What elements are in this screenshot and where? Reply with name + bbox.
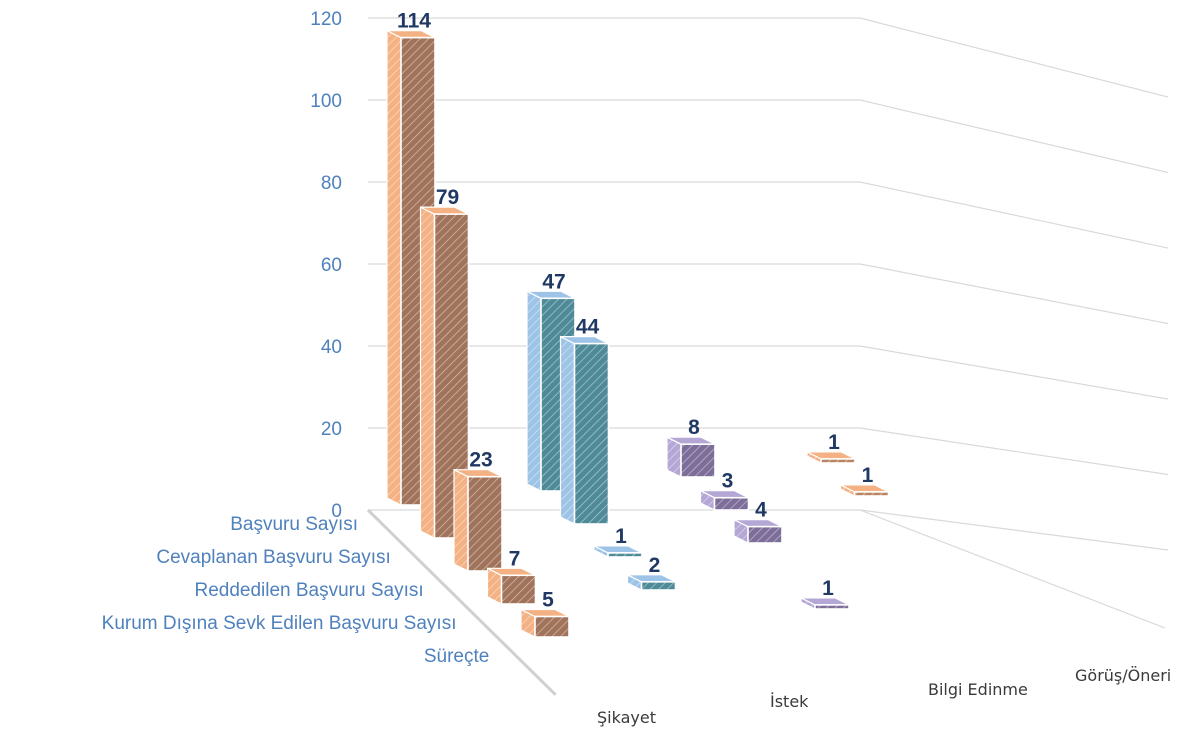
bar xyxy=(559,335,610,525)
bar xyxy=(520,608,570,638)
bar-side-hatch xyxy=(521,609,535,637)
bar-front-hatch xyxy=(641,581,676,590)
depth-axis-line xyxy=(366,508,557,696)
bar xyxy=(626,573,677,591)
bar xyxy=(453,468,503,572)
bar-side-hatch xyxy=(667,437,681,477)
series-axis-label: Süreçte xyxy=(424,646,489,667)
y-tick-label: 80 xyxy=(321,173,342,194)
category-axis-label: Bilgi Edinme xyxy=(928,680,1028,699)
bar-side-hatch xyxy=(840,484,855,496)
bar-front-hatch xyxy=(815,604,849,609)
y-tick-label: 0 xyxy=(331,501,342,522)
y-tick-label: 20 xyxy=(321,419,342,440)
data-label: 1 xyxy=(822,577,834,600)
gridline-side xyxy=(859,509,1169,551)
data-label: 5 xyxy=(542,589,554,612)
data-label: 2 xyxy=(649,554,661,577)
series-axis-label: Başvuru Sayısı xyxy=(230,514,358,535)
data-label: 3 xyxy=(722,470,734,493)
category-axis-label: Görüş/Öneri xyxy=(1075,666,1171,685)
data-label: 1 xyxy=(862,464,874,487)
gridline-side xyxy=(859,509,1166,629)
bar-side-hatch xyxy=(700,490,715,510)
gridline-side xyxy=(859,181,1169,249)
bar-front-hatch xyxy=(854,491,889,496)
data-label: 8 xyxy=(688,416,700,439)
gridline-side xyxy=(859,263,1169,325)
series-axis-label: Reddedilen Başvuru Sayısı xyxy=(194,580,423,601)
data-label: 79 xyxy=(436,186,459,209)
bar xyxy=(800,596,850,610)
bar-side-hatch xyxy=(487,568,502,604)
bar-side-hatch xyxy=(527,291,541,491)
data-label: 47 xyxy=(542,270,565,293)
bar-front-hatch xyxy=(681,444,715,477)
series-axis-label: Cevaplanan Başvuru Sayısı xyxy=(156,547,390,568)
data-label: 4 xyxy=(755,499,767,522)
bar-side-hatch xyxy=(801,597,815,609)
data-label: 44 xyxy=(576,316,600,339)
gridline-side xyxy=(859,427,1169,476)
bar xyxy=(666,436,716,478)
bar xyxy=(593,544,643,558)
gridline-side xyxy=(859,345,1169,400)
bar-front-hatch xyxy=(748,526,782,543)
bar-front-hatch xyxy=(468,476,502,571)
bar-side-hatch xyxy=(627,574,642,590)
data-label: 114 xyxy=(397,10,431,33)
data-label: 23 xyxy=(469,449,492,472)
y-tick-label: 60 xyxy=(321,255,342,276)
data-label: 1 xyxy=(615,525,627,548)
bar-front-hatch xyxy=(535,616,569,637)
bar-front-hatch xyxy=(821,458,855,463)
bar-front-hatch xyxy=(501,575,536,604)
bar xyxy=(486,567,537,605)
bar-side-hatch xyxy=(454,469,468,571)
data-label: 7 xyxy=(509,547,521,570)
bar-side-hatch xyxy=(560,336,575,524)
bar xyxy=(733,518,783,544)
data-label: 1 xyxy=(828,431,840,454)
bar xyxy=(699,489,750,511)
y-tick-label: 40 xyxy=(321,337,342,358)
bar-front-hatch xyxy=(714,497,749,510)
category-axis-label: Şikayet xyxy=(597,708,656,727)
gridline-side xyxy=(859,99,1169,174)
bar-side-hatch xyxy=(387,30,401,505)
y-tick-label: 120 xyxy=(310,9,342,30)
category-axis-label: İstek xyxy=(770,692,809,711)
y-tick-label: 100 xyxy=(310,91,342,112)
bar xyxy=(806,450,856,464)
bar xyxy=(839,483,890,497)
gridline-side xyxy=(859,17,1169,98)
bar-side-hatch xyxy=(420,207,435,538)
bar-side-hatch xyxy=(594,545,608,557)
bar-front-hatch xyxy=(574,343,609,524)
series-axis-label: Kurum Dışına Sevk Edilen Başvuru Sayısı xyxy=(102,613,457,634)
bar-side-hatch xyxy=(807,451,821,463)
bar-front-hatch xyxy=(608,552,642,557)
